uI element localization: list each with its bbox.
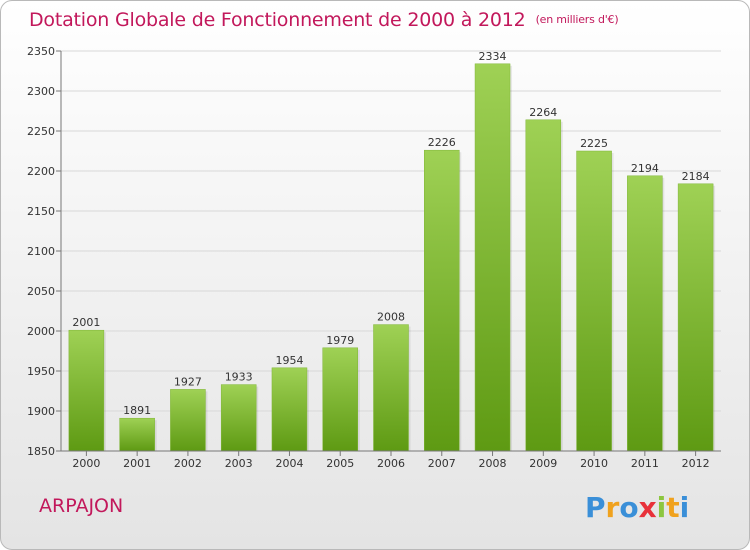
- y-tick-label: 2300: [27, 85, 55, 98]
- x-tick-label: 2011: [631, 457, 659, 470]
- data-label: 1954: [275, 354, 303, 367]
- bar: [627, 175, 663, 452]
- x-tick-label: 2010: [580, 457, 608, 470]
- bar: [271, 367, 308, 452]
- units-label: (en milliers d'€): [535, 13, 619, 26]
- y-tick-label: 2250: [27, 125, 55, 138]
- bar: [322, 347, 358, 452]
- x-tick-label: 2005: [326, 457, 354, 470]
- bar: [576, 150, 612, 452]
- y-tick-label: 2050: [27, 285, 55, 298]
- x-tick-label: 2004: [275, 457, 303, 470]
- data-label: 1933: [225, 371, 253, 384]
- data-label: 2225: [580, 137, 608, 150]
- data-label: 2184: [682, 170, 710, 183]
- data-label: 1979: [326, 334, 354, 347]
- data-label: 2334: [479, 50, 507, 63]
- labels: 1850 1900 1950 2000 2050 2100 2150 2200 2250 2300…: [27, 45, 710, 470]
- bar: [424, 149, 460, 452]
- y-tick-label: 1950: [27, 365, 55, 378]
- bar: [68, 329, 105, 452]
- x-tick-label: 2007: [428, 457, 456, 470]
- y-tick-label: 2150: [27, 205, 55, 218]
- axes: [56, 50, 721, 456]
- bar: [525, 119, 562, 452]
- data-label: 2194: [631, 162, 659, 175]
- x-tick-label: 2000: [72, 457, 100, 470]
- y-tick-label: 1900: [27, 405, 55, 418]
- bar: [119, 417, 155, 452]
- x-tick-label: 2003: [225, 457, 253, 470]
- x-tick-label: 2008: [479, 457, 507, 470]
- y-tick-label: 1850: [27, 445, 55, 458]
- data-label: 2264: [529, 106, 557, 119]
- logo-letters: Proxiti: [585, 491, 689, 524]
- bar: [677, 183, 714, 452]
- x-tick-label: 2006: [377, 457, 405, 470]
- y-tick-label: 2100: [27, 245, 55, 258]
- chart-title: Dotation Globale de Fonctionnement de 20…: [29, 9, 619, 31]
- proxiti-logo[interactable]: Proxiti: [585, 489, 697, 525]
- data-label: 2226: [428, 136, 456, 149]
- bar: [220, 384, 257, 452]
- data-label: 2001: [72, 316, 100, 329]
- y-tick-label: 2000: [27, 325, 55, 338]
- bar: [474, 63, 511, 452]
- y-tick-label: 2200: [27, 165, 55, 178]
- title-text: Dotation Globale de Fonctionnement de 20…: [29, 9, 526, 31]
- data-label: 1927: [174, 375, 202, 388]
- x-tick-label: 2001: [123, 457, 151, 470]
- x-tick-label: 2002: [174, 457, 202, 470]
- x-tick-label: 2012: [682, 457, 710, 470]
- bar: [373, 324, 409, 452]
- bars: [68, 63, 716, 452]
- bar: [170, 389, 206, 452]
- x-tick-label: 2009: [529, 457, 557, 470]
- data-label: 2008: [377, 311, 405, 324]
- data-label: 1891: [123, 404, 151, 417]
- city-name: ARPAJON: [39, 495, 124, 517]
- y-tick-label: 2350: [27, 45, 55, 58]
